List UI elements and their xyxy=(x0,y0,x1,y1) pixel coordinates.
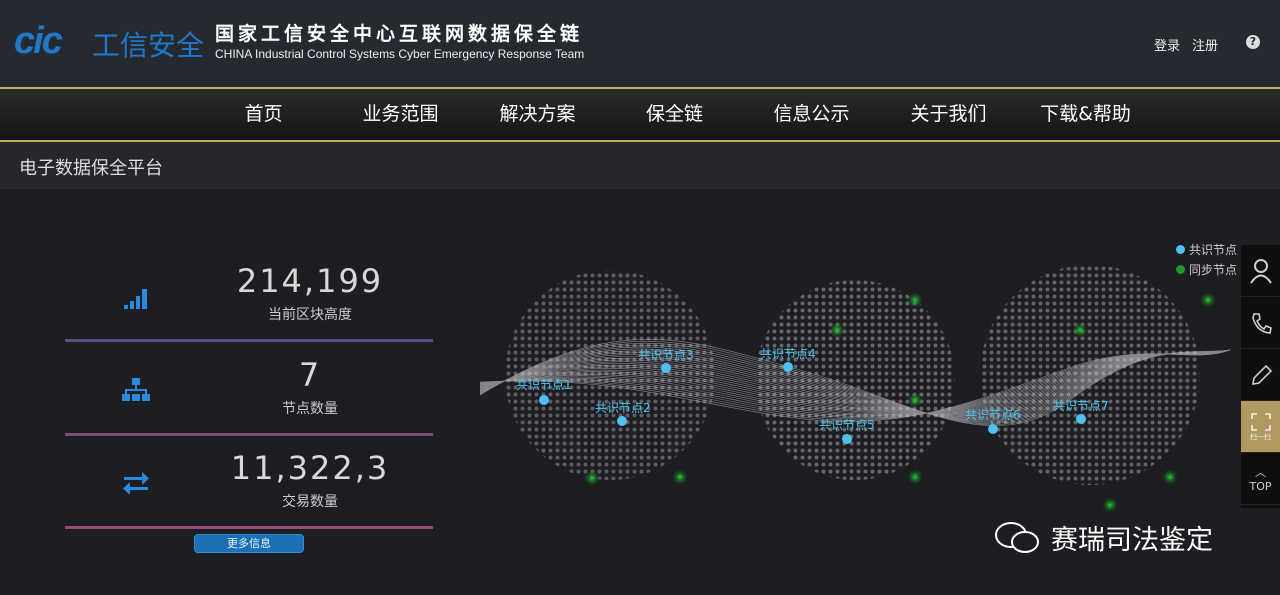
consensus-node xyxy=(539,395,549,405)
nav-info[interactable]: 信息公示 xyxy=(773,103,850,125)
consensus-node xyxy=(617,416,627,426)
signal-bars-icon xyxy=(124,289,147,309)
stat-value: 7 xyxy=(298,356,322,394)
sync-node xyxy=(1102,497,1118,513)
sync-node xyxy=(584,470,600,486)
consensus-node xyxy=(661,363,671,373)
node-label: 共识节点1 xyxy=(516,378,572,392)
main-nav: 首页 业务范围 解决方案 保全链 信息公示 关于我们 下载&帮助 xyxy=(0,87,1280,142)
nav-solutions[interactable]: 解决方案 xyxy=(499,103,576,125)
stat-block-height: 214,199 当前区块高度 xyxy=(65,250,433,342)
edit-button[interactable] xyxy=(1241,349,1280,401)
stat-transactions: 11,322,3 交易数量 xyxy=(65,437,433,529)
legend: 共识节点 同步节点 xyxy=(1176,240,1237,280)
page-title: 电子数据保全平台 xyxy=(19,158,163,179)
exchange-arrows-icon xyxy=(123,472,149,495)
consensus-node xyxy=(783,362,793,372)
legend-sync: 同步节点 xyxy=(1176,260,1237,280)
sync-node xyxy=(907,392,923,408)
more-info-button[interactable]: 更多信息 xyxy=(194,534,304,553)
node-label: 共识节点3 xyxy=(638,348,694,362)
scan-button[interactable]: 扫一扫 xyxy=(1241,401,1280,453)
wave-ribbon xyxy=(479,339,1231,426)
stat-label: 当前区块高度 xyxy=(268,307,352,323)
wave-line xyxy=(479,349,1231,422)
user-icon xyxy=(1249,258,1272,284)
divider xyxy=(65,433,433,436)
user-button[interactable] xyxy=(1241,245,1280,297)
register-link[interactable]: 注册 xyxy=(1191,39,1218,54)
node-label: 共识节点2 xyxy=(595,401,651,415)
divider xyxy=(65,526,433,529)
sync-node xyxy=(1162,469,1178,485)
phone-icon xyxy=(1251,312,1272,334)
sync-node xyxy=(1200,292,1216,308)
header: cic 工信安全 国家工信安全中心互联网数据保全链 CHINA Industri… xyxy=(0,0,1280,87)
logo: cic xyxy=(14,20,63,62)
divider xyxy=(65,339,433,342)
nav-business[interactable]: 业务范围 xyxy=(362,103,439,125)
wechat-icon xyxy=(995,521,1039,553)
back-to-top-button[interactable]: ︿ TOP xyxy=(1241,453,1280,505)
legend-consensus: 共识节点 xyxy=(1176,240,1237,260)
site-subtitle: CHINA Industrial Control Systems Cyber E… xyxy=(215,47,585,61)
stat-value: 11,322,3 xyxy=(230,449,390,487)
consensus-dot-icon xyxy=(1176,245,1185,254)
nav-home[interactable]: 首页 xyxy=(244,103,283,125)
sync-node xyxy=(829,322,845,338)
stat-node-count: 7 节点数量 xyxy=(65,344,433,436)
consensus-node xyxy=(988,424,998,434)
subtitle-bar: 电子数据保全平台 xyxy=(0,142,1280,189)
network-visualization: 共识节点1 共识节点2 共识节点3 共识节点4 共识节点5 共识节点6 共识节点… xyxy=(470,230,1250,550)
side-toolbar: 扫一扫 ︿ TOP xyxy=(1241,245,1280,508)
consensus-node xyxy=(842,434,852,444)
node-label: 共识节点5 xyxy=(819,418,875,432)
help-icon[interactable]: ? xyxy=(1246,35,1260,49)
sync-dot-icon xyxy=(1176,265,1185,274)
phone-button[interactable] xyxy=(1241,297,1280,349)
nav-chain[interactable]: 保全链 xyxy=(645,103,703,125)
consensus-node xyxy=(1076,414,1086,424)
chevron-up-icon: ︿ xyxy=(1255,466,1266,479)
stat-label: 节点数量 xyxy=(282,401,338,417)
watermark: 赛瑞司法鉴定 xyxy=(993,518,1213,557)
qr-scan-icon xyxy=(1250,412,1271,431)
sync-node xyxy=(1072,322,1088,338)
globe-network-graphic xyxy=(479,265,1231,513)
node-label: 共识节点7 xyxy=(1053,399,1109,413)
sitemap-icon xyxy=(122,378,150,401)
sync-node xyxy=(907,469,923,485)
site-title: 国家工信安全中心互联网数据保全链 xyxy=(215,23,584,45)
nav-download-help[interactable]: 下载&帮助 xyxy=(1040,103,1131,125)
node-label: 共识节点6 xyxy=(965,408,1021,422)
login-link[interactable]: 登录 xyxy=(1153,39,1180,54)
sync-node xyxy=(907,292,923,308)
sync-node xyxy=(672,469,688,485)
pencil-icon xyxy=(1251,364,1272,385)
stat-value: 214,199 xyxy=(236,262,384,300)
nav-about[interactable]: 关于我们 xyxy=(910,103,987,125)
logo-text: 工信安全 xyxy=(92,29,205,62)
node-label: 共识节点4 xyxy=(760,347,816,361)
stat-label: 交易数量 xyxy=(282,494,338,510)
